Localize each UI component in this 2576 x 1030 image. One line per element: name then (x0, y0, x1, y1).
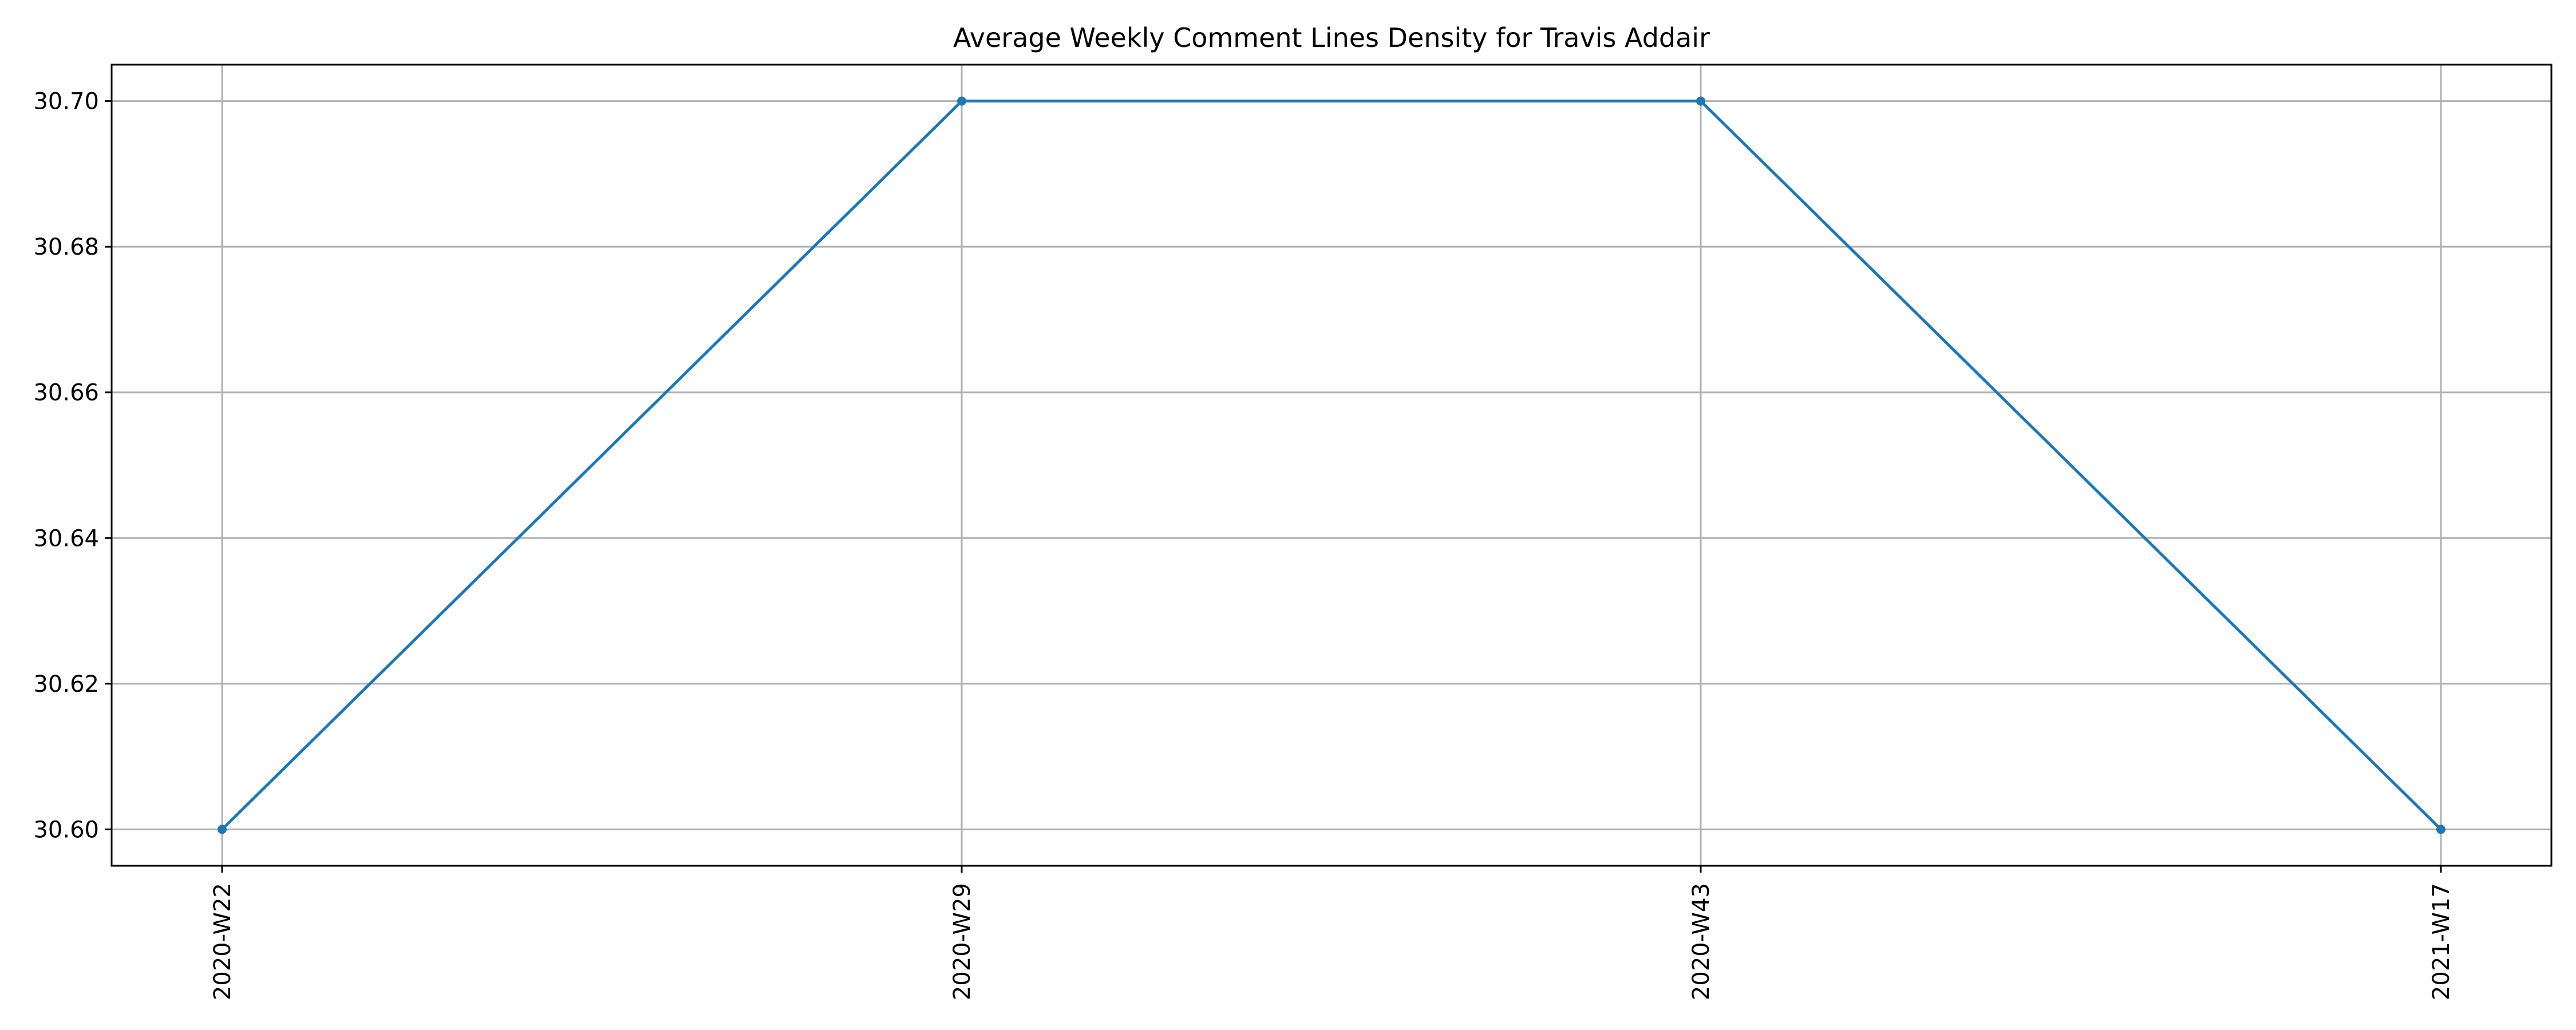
y-tick-label: 30.64 (33, 525, 99, 552)
y-tick-label: 30.66 (33, 380, 99, 406)
y-tick-label: 30.70 (33, 89, 99, 115)
x-tick-label: 2020-W22 (210, 883, 236, 1000)
y-tick-label: 30.68 (33, 234, 99, 260)
series-layer (218, 96, 2445, 834)
data-point (2436, 825, 2445, 834)
series-line (221, 100, 2442, 831)
x-tick-label: 2020-W29 (949, 883, 975, 1000)
data-point (957, 96, 966, 106)
y-tick-label: 30.62 (33, 671, 99, 698)
chart-title: Average Weekly Comment Lines Density for… (953, 22, 1710, 53)
data-point (1696, 96, 1705, 106)
axes-frame (110, 64, 2553, 867)
x-tick-label: 2021-W17 (2428, 883, 2455, 1000)
ticks-layer: 2020-W22 2020-W29 2020-W43 2021-W17 30.60 30.… (33, 89, 2455, 1000)
data-point (218, 825, 227, 834)
x-tick-label: 2020-W43 (1688, 883, 1714, 1000)
grid-layer (112, 65, 2551, 866)
y-tick-label: 30.60 (33, 817, 99, 843)
